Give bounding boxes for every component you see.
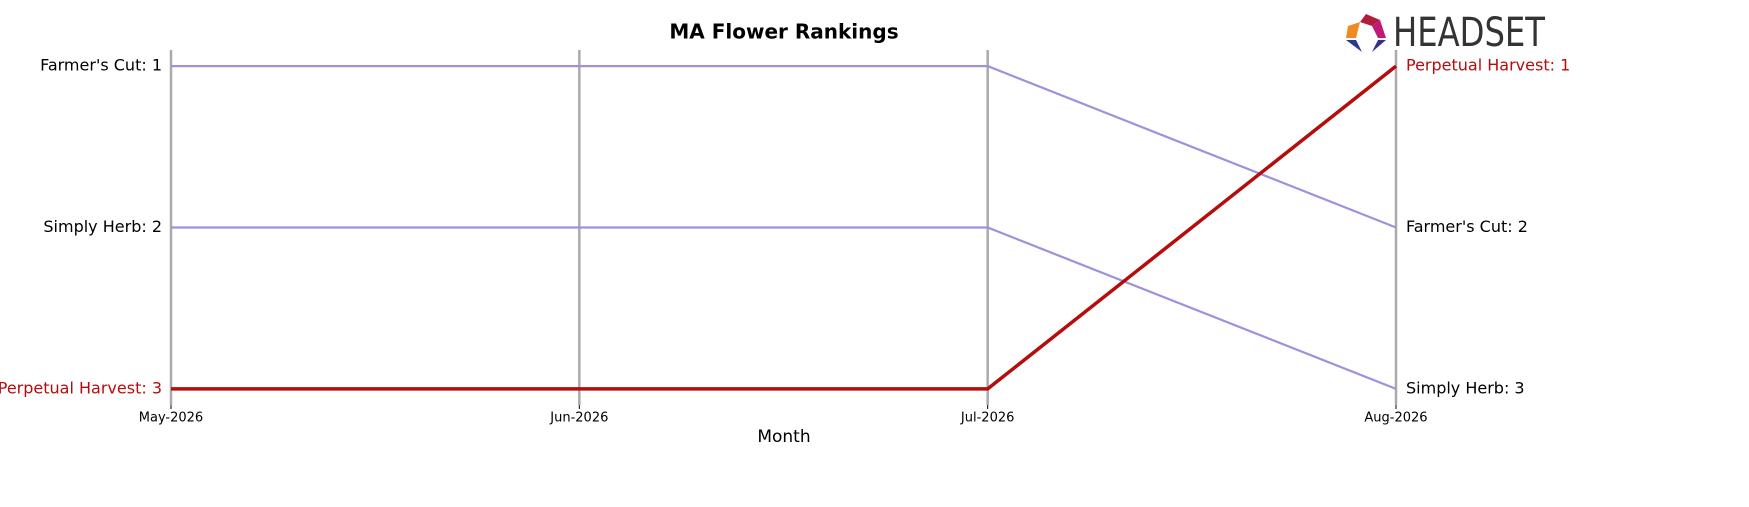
value-label: Farmer's Cut: 2 <box>1406 217 1528 236</box>
value-label: Perpetual Harvest: 1 <box>1406 56 1570 75</box>
logo-text: HEADSET <box>1393 10 1545 56</box>
logo-shape <box>1346 22 1360 38</box>
value-label: Simply Herb: 2 <box>43 217 162 236</box>
logo-shape <box>1372 20 1386 38</box>
value-label: Farmer's Cut: 1 <box>40 56 162 75</box>
x-tick-label: Aug-2026 <box>1364 411 1427 426</box>
x-axis-label: Month <box>757 427 810 447</box>
value-label: Simply Herb: 3 <box>1406 378 1525 397</box>
x-tick-label: Jun-2026 <box>549 411 608 426</box>
series-line <box>171 64 1398 391</box>
series-line <box>171 65 1397 229</box>
x-tick-label: May-2026 <box>139 411 203 426</box>
x-tick-label: Jul-2026 <box>960 411 1014 426</box>
logo-shape <box>1372 40 1386 52</box>
value-label: Perpetual Harvest: 3 <box>0 378 162 397</box>
logo-shape <box>1360 14 1380 26</box>
chart-title: MA Flower Rankings <box>669 20 898 44</box>
logo-shape <box>1346 40 1362 52</box>
logo: HEADSET <box>1346 10 1545 56</box>
series-line <box>171 226 1397 390</box>
